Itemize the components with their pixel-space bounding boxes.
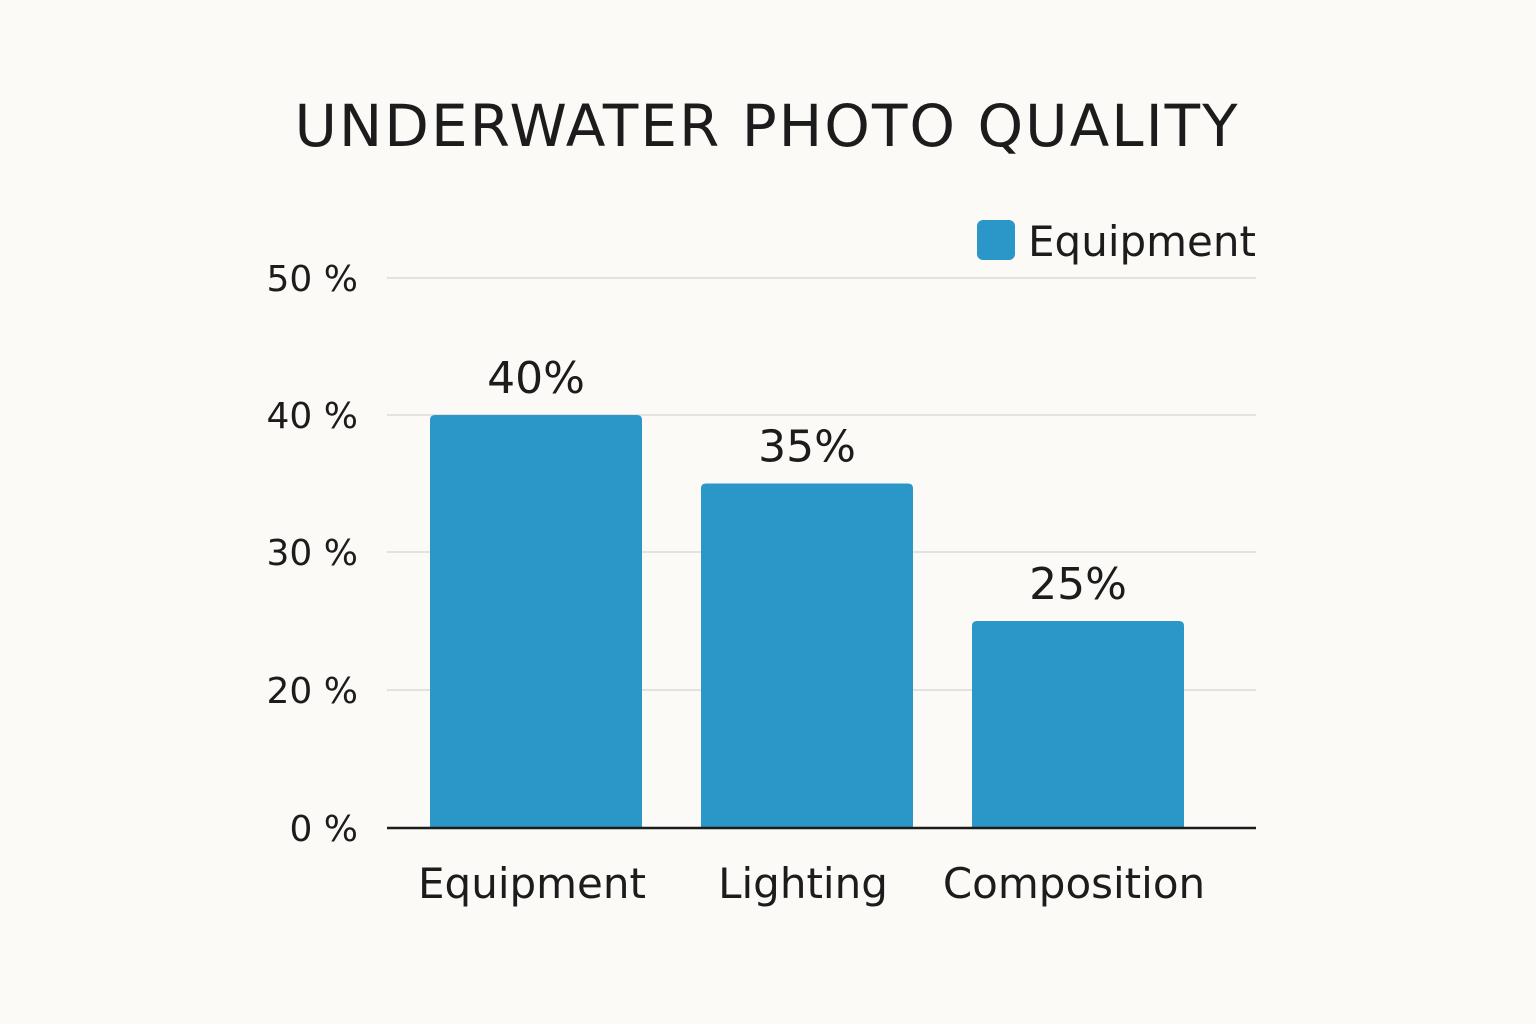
x-axis: Equipment Lighting Composition	[418, 859, 1205, 908]
chart-title: UNDERWATER PHOTO QUALITY	[294, 92, 1239, 160]
x-tick-label-lighting: Lighting	[718, 859, 888, 908]
data-label-lighting: 35%	[758, 422, 856, 473]
bars	[430, 415, 1184, 828]
y-axis: 0 % 20 % 30 % 40 % 50 %	[267, 259, 358, 850]
legend-label: Equipment	[1028, 217, 1256, 266]
data-labels: 40% 35% 25%	[487, 353, 1127, 610]
x-tick-label-composition: Composition	[943, 859, 1205, 908]
y-tick-label: 50 %	[267, 259, 358, 300]
y-tick-label: 20 %	[267, 671, 358, 712]
bar-equipment	[430, 415, 642, 828]
legend-swatch	[977, 220, 1015, 260]
x-tick-label-equipment: Equipment	[418, 859, 646, 908]
bar-composition	[972, 621, 1184, 828]
data-label-equipment: 40%	[487, 353, 585, 404]
legend: Equipment	[977, 217, 1256, 266]
bar-lighting	[701, 483, 913, 828]
y-tick-label: 30 %	[267, 533, 358, 574]
y-tick-label: 0 %	[289, 809, 358, 850]
data-label-composition: 25%	[1029, 559, 1127, 610]
y-tick-label: 40 %	[267, 396, 358, 437]
